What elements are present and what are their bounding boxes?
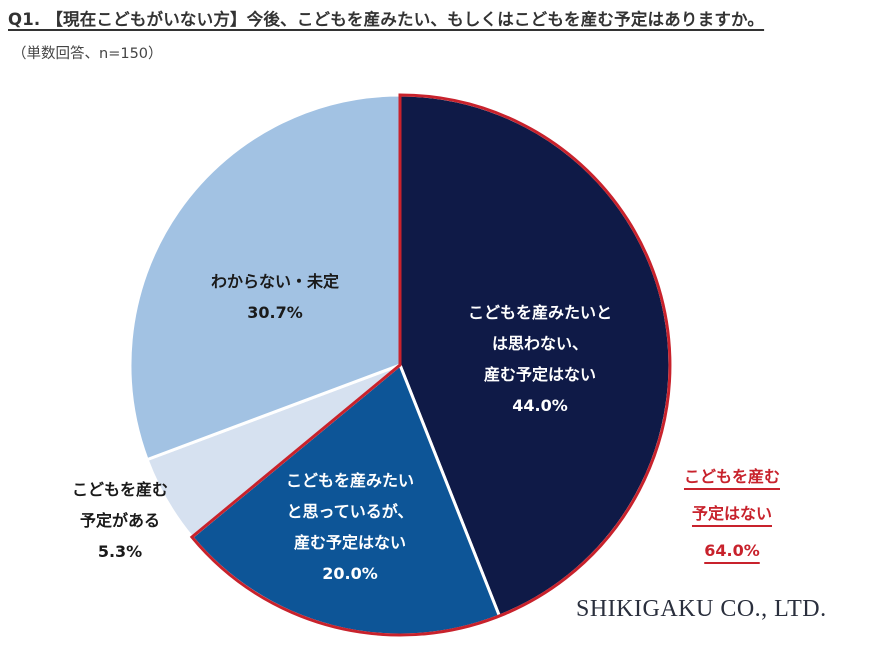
label-have-plan-line: こどもを産む (71, 480, 168, 499)
label-highlight-pct: 64.0% (704, 541, 760, 560)
chart-title: Q1. 【現在こどもがいない方】今後、こどもを産みたい、もしくはこどもを産む予定… (8, 10, 765, 29)
label-want-no-plan-pct: 20.0% (322, 564, 378, 583)
label-no-plan-not-want-line: こどもを産みたいと (467, 303, 612, 322)
label-have-plan-pct: 5.3% (97, 542, 143, 561)
label-highlight-line: 予定はない (691, 504, 772, 523)
label-undecided: わからない・未定 30.7% (170, 266, 380, 328)
slice-undecided (128, 93, 402, 462)
label-no-plan-not-want-line: は思わない、 (491, 334, 588, 353)
label-have-plan: こどもを産む 予定がある 5.3% (40, 474, 200, 567)
label-want-no-plan-line: 産む予定はない (293, 533, 406, 552)
label-want-no-plan-line: と思っているが、 (286, 502, 414, 521)
label-undecided-line: わからない・未定 (210, 272, 339, 291)
label-have-plan-line: 予定がある (79, 511, 160, 530)
chart-subtitle: （単数回答、n=150） (12, 46, 163, 62)
company-logo-text: SHIKIGAKU CO., LTD. (576, 596, 827, 622)
label-highlight-total: こどもを産む 予定はない 64.0% (652, 458, 812, 569)
highlight-outline (189, 93, 672, 637)
label-no-plan-not-want: こどもを産みたいと は思わない、 産む予定はない 44.0% (420, 297, 660, 421)
label-no-plan-not-want-pct: 44.0% (512, 396, 568, 415)
label-want-no-plan-line: こどもを産みたい (285, 471, 414, 490)
label-undecided-pct: 30.7% (247, 303, 303, 322)
label-want-no-plan: こどもを産みたい と思っているが、 産む予定はない 20.0% (250, 465, 450, 589)
label-highlight-line: こどもを産む (683, 467, 780, 486)
label-no-plan-not-want-line: 産む予定はない (483, 365, 596, 384)
